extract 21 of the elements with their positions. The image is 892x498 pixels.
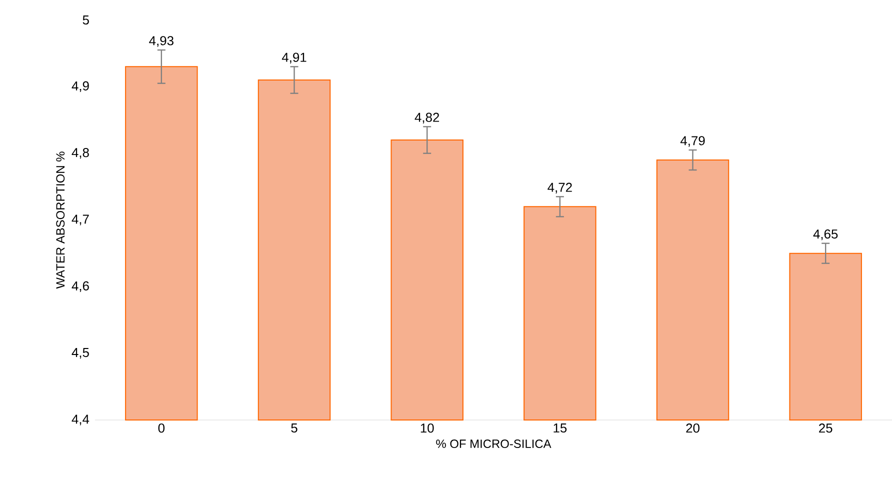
y-tick-label: 5 bbox=[82, 15, 89, 25]
data-label: 4,91 bbox=[282, 52, 306, 64]
data-label: 4,72 bbox=[548, 182, 572, 194]
x-tick-label: 20 bbox=[686, 424, 700, 433]
y-tick-label: 4,9 bbox=[72, 81, 89, 92]
x-axis-title: % OF MICRO-SILICA bbox=[436, 440, 552, 448]
data-label: 4,65 bbox=[813, 229, 838, 240]
y-tick-label: 4,8 bbox=[72, 148, 89, 159]
data-label: 4,79 bbox=[680, 136, 705, 147]
y-axis-title: WATER ABSORPTION % bbox=[56, 152, 65, 289]
y-tick-label: 4,5 bbox=[72, 348, 89, 359]
data-label: 4,82 bbox=[414, 112, 440, 124]
data-label: 4,93 bbox=[149, 36, 174, 47]
y-tick-label: 4,6 bbox=[72, 281, 89, 292]
x-tick-label: 10 bbox=[420, 424, 434, 433]
x-tick-label: 5 bbox=[291, 424, 298, 433]
y-tick-label: 4,4 bbox=[72, 414, 90, 426]
x-tick-label: 25 bbox=[819, 424, 832, 433]
x-tick-label: 15 bbox=[554, 424, 567, 433]
x-tick-label: 0 bbox=[158, 424, 165, 433]
y-tick-label: 4,7 bbox=[72, 214, 89, 226]
